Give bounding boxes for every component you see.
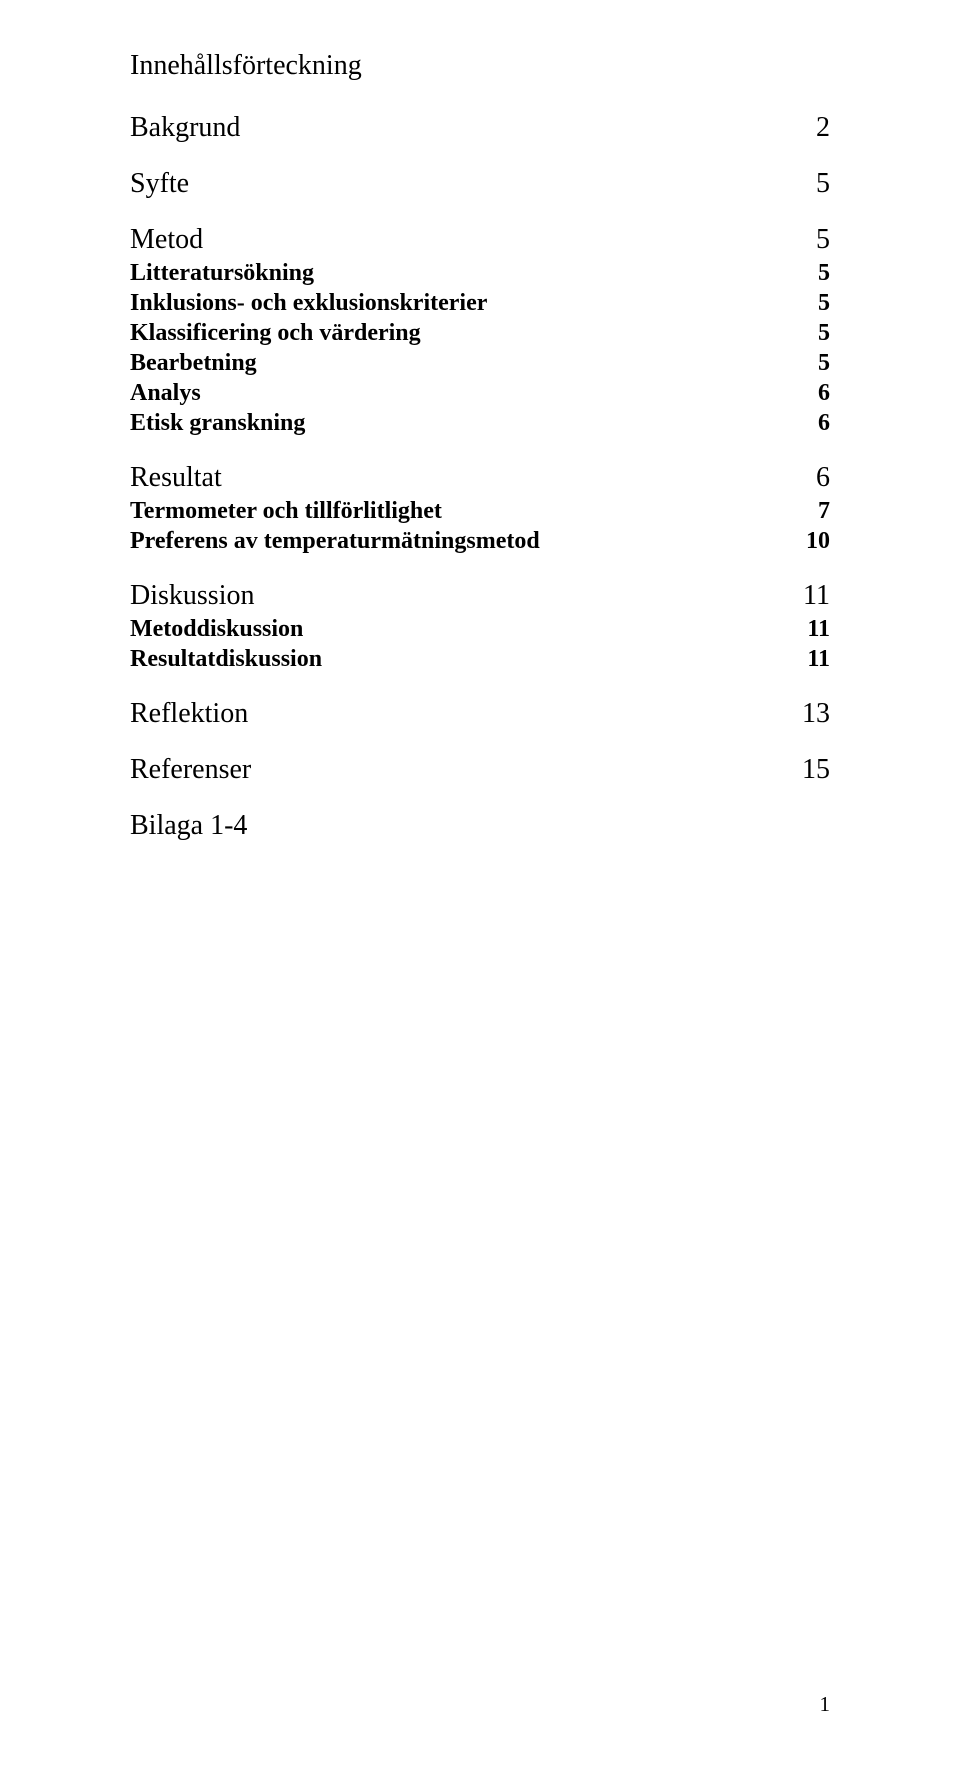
toc-entry: Referenser 15 — [130, 754, 830, 786]
toc-entry-label: Reflektion — [130, 698, 248, 730]
toc-entry: Metod 5 — [130, 224, 830, 256]
toc-block-metod: Metod 5 Litteratursökning 5 Inklusions- … — [130, 224, 830, 438]
toc-entry-label: Metod — [130, 224, 203, 256]
toc-block-diskussion: Diskussion 11 Metoddiskussion 11 Resulta… — [130, 580, 830, 674]
toc-subentry-page: 7 — [818, 496, 830, 526]
toc-entry-page: 15 — [802, 754, 830, 786]
toc-entry: Reflektion 13 — [130, 698, 830, 730]
toc-block-syfte: Syfte 5 — [130, 168, 830, 200]
toc-subentry: Inklusions- och exklusionskriterier 5 — [130, 288, 830, 318]
toc-subentry-label: Litteratursökning — [130, 258, 314, 288]
toc-block-bakgrund: Bakgrund 2 — [130, 112, 830, 144]
toc-subentry-page: 5 — [818, 258, 830, 288]
toc-subentry-page: 6 — [818, 408, 830, 438]
toc-entry-label: Referenser — [130, 754, 251, 786]
toc-block-resultat: Resultat 6 Termometer och tillförlitligh… — [130, 462, 830, 556]
toc-entry-label: Bilaga 1-4 — [130, 810, 247, 842]
toc-subentry: Klassificering och värdering 5 — [130, 318, 830, 348]
toc-subentry: Metoddiskussion 11 — [130, 614, 830, 644]
toc-subentry-label: Metoddiskussion — [130, 614, 303, 644]
toc-subentry-page: 10 — [806, 526, 830, 556]
toc-subentry: Resultatdiskussion 11 — [130, 644, 830, 674]
toc-entry-page: 5 — [816, 224, 830, 256]
toc-subentry-label: Etisk granskning — [130, 408, 305, 438]
toc-entry-page: 13 — [802, 698, 830, 730]
toc-subentry-page: 11 — [807, 614, 830, 644]
toc-entry: Diskussion 11 — [130, 580, 830, 612]
toc-entry-label: Bakgrund — [130, 112, 240, 144]
toc-entry-label: Resultat — [130, 462, 222, 494]
toc-subentry: Preferens av temperaturmätningsmetod 10 — [130, 526, 830, 556]
toc-block-referenser: Referenser 15 — [130, 754, 830, 786]
toc-entry-label: Diskussion — [130, 580, 254, 612]
toc-entry: Syfte 5 — [130, 168, 830, 200]
toc-subentry-page: 6 — [818, 378, 830, 408]
toc-entry-page: 2 — [816, 112, 830, 144]
toc-subentry-page: 5 — [818, 288, 830, 318]
toc-subentry: Termometer och tillförlitlighet 7 — [130, 496, 830, 526]
toc-entry-page: 11 — [803, 580, 830, 612]
toc-subentry: Analys 6 — [130, 378, 830, 408]
toc-subentry-page: 11 — [807, 644, 830, 674]
toc-subentry-label: Analys — [130, 378, 201, 408]
toc-subentry-label: Termometer och tillförlitlighet — [130, 496, 442, 526]
toc-subentry: Etisk granskning 6 — [130, 408, 830, 438]
toc-block-bilaga: Bilaga 1-4 — [130, 810, 830, 842]
toc-subentry: Bearbetning 5 — [130, 348, 830, 378]
toc-subentry-label: Resultatdiskussion — [130, 644, 322, 674]
toc-entry-page: 6 — [816, 462, 830, 494]
toc-subentry-page: 5 — [818, 318, 830, 348]
toc-subentry-label: Inklusions- och exklusionskriterier — [130, 288, 487, 318]
toc-subentry-page: 5 — [818, 348, 830, 378]
toc-entry: Bilaga 1-4 — [130, 810, 830, 842]
page-number: 1 — [820, 1692, 831, 1717]
toc-subentry-label: Klassificering och värdering — [130, 318, 421, 348]
toc-entry-page: 5 — [816, 168, 830, 200]
toc-subentry: Litteratursökning 5 — [130, 258, 830, 288]
toc-entry-label: Syfte — [130, 168, 189, 200]
toc-subentry-label: Preferens av temperaturmätningsmetod — [130, 526, 540, 556]
toc-entry: Bakgrund 2 — [130, 112, 830, 144]
document-page: Innehållsförteckning Bakgrund 2 Syfte 5 … — [0, 0, 960, 1767]
toc-block-reflektion: Reflektion 13 — [130, 698, 830, 730]
toc-entry: Resultat 6 — [130, 462, 830, 494]
toc-title: Innehållsförteckning — [130, 50, 830, 82]
toc-subentry-label: Bearbetning — [130, 348, 257, 378]
